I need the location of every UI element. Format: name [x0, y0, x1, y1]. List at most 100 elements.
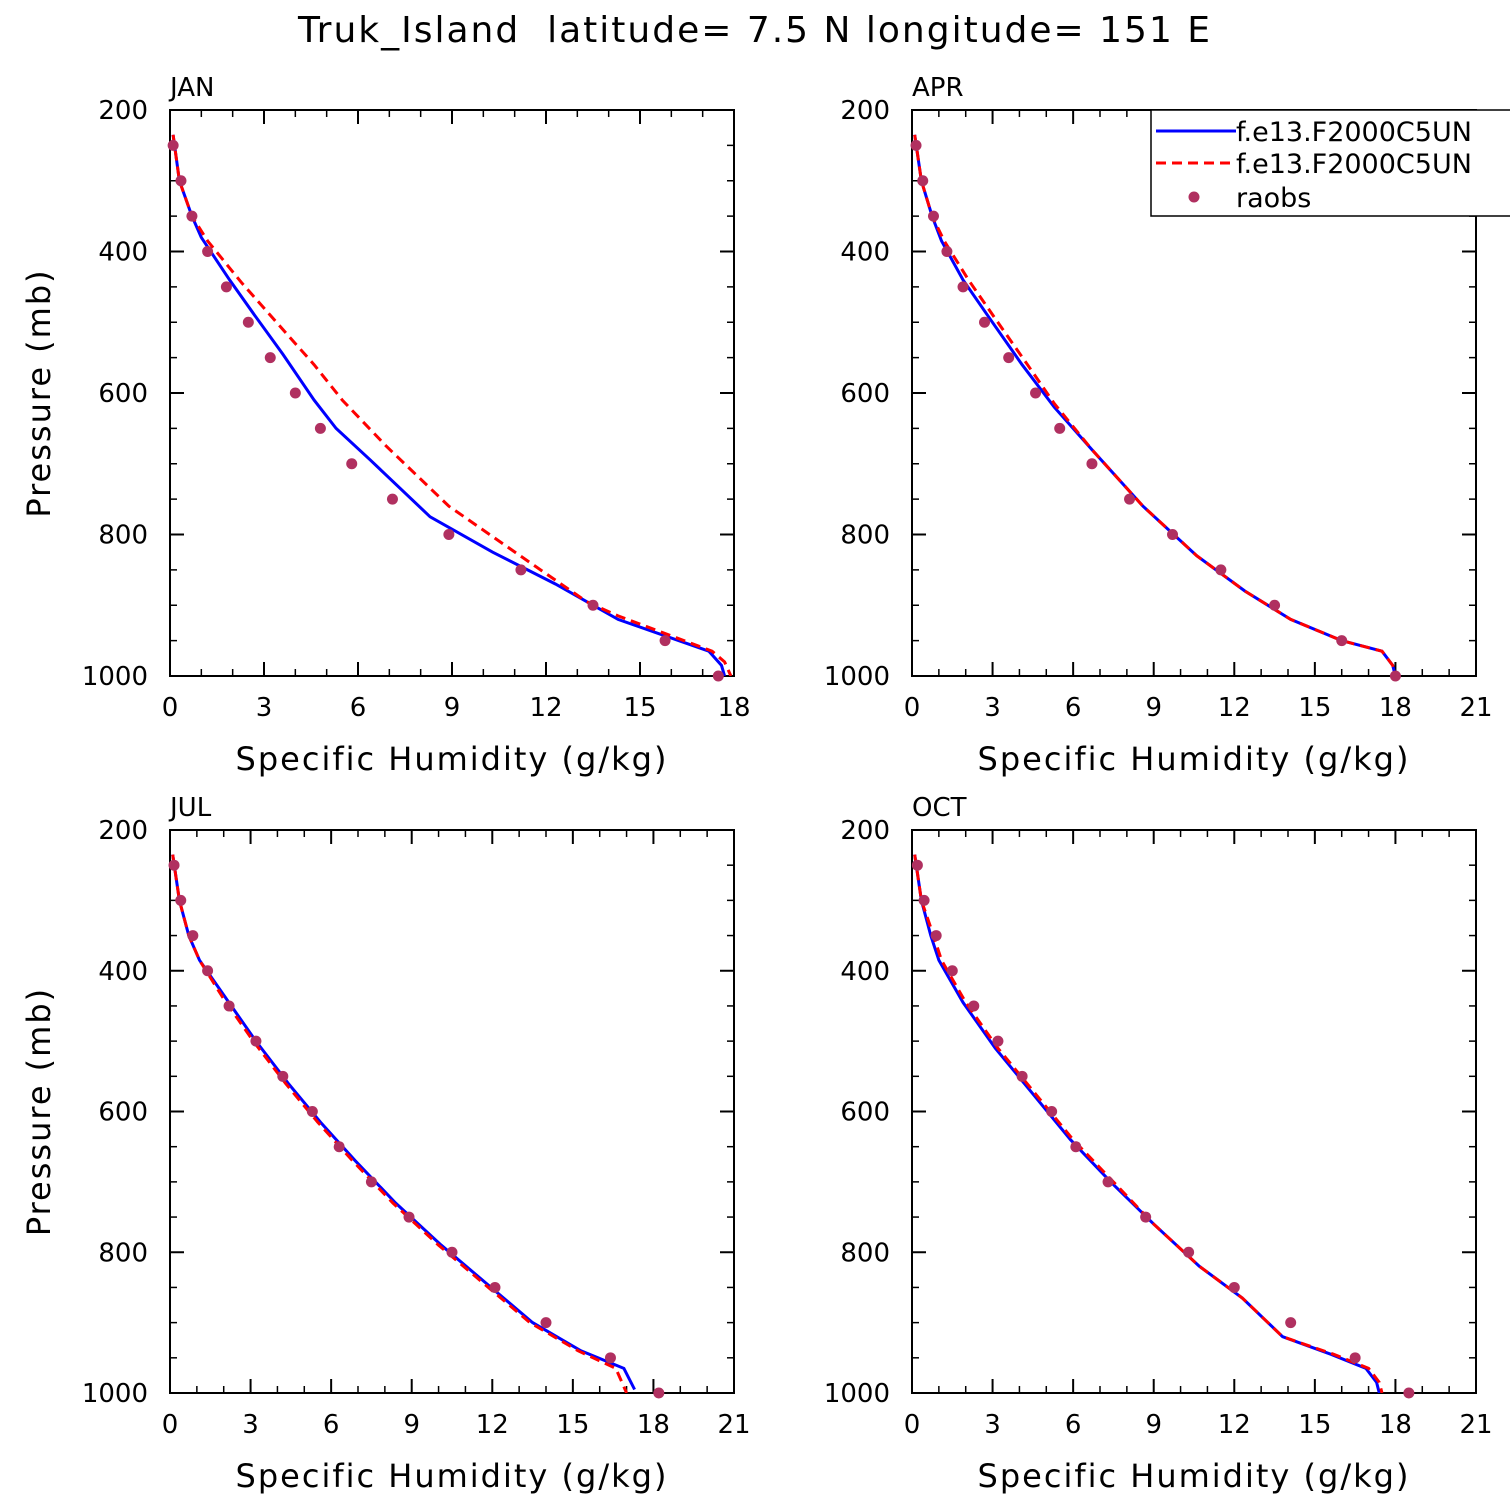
x-tick-label: 0: [162, 693, 179, 723]
raobs-point: [1336, 635, 1348, 647]
x-tick-label: 15: [1298, 693, 1331, 723]
y-axis-label: Pressure (mb): [20, 268, 58, 517]
raobs-point: [917, 175, 929, 187]
raobs-point: [1046, 1106, 1058, 1117]
y-tick-label: 400: [840, 957, 890, 987]
raobs-point: [202, 246, 214, 257]
y-tick-label: 1000: [824, 662, 890, 692]
y-tick-label: 200: [98, 96, 148, 126]
raobs-point: [333, 1141, 345, 1153]
raobs-point: [386, 493, 398, 505]
raobs-point: [187, 930, 199, 942]
raobs-point: [941, 246, 953, 257]
raobs-point: [1389, 670, 1401, 682]
x-tick-label: 12: [529, 693, 562, 723]
raobs-point: [443, 529, 455, 540]
panel-label: JUL: [168, 793, 212, 823]
raobs-point: [242, 316, 254, 328]
x-tick-label: 0: [904, 1410, 921, 1440]
y-tick-label: 600: [840, 379, 890, 409]
raobs-point: [1269, 599, 1281, 611]
raobs-point: [175, 894, 187, 906]
legend-label: f.e13.F2000C5UN: [1236, 149, 1472, 180]
x-tick-label: 3: [242, 1410, 259, 1440]
x-tick-label: 9: [1145, 1410, 1162, 1440]
raobs-point: [264, 352, 276, 364]
raobs-point: [1285, 1317, 1297, 1329]
raobs-point: [1215, 564, 1227, 576]
raobs-point: [1167, 529, 1179, 540]
panel-apr: 0 3 6 9 12 15 18 21 200 400 600 800 1000 APR Specific …: [824, 73, 1493, 778]
raobs-point: [489, 1281, 501, 1293]
raobs-point: [314, 422, 326, 434]
legend-marker: [1188, 191, 1200, 203]
raobs-point: [403, 1211, 415, 1223]
raobs-point: [927, 210, 939, 222]
y-tick-label: 200: [98, 816, 148, 846]
x-tick-label: 18: [717, 693, 750, 723]
raobs-point: [604, 1352, 616, 1364]
x-tick-label: 12: [476, 1410, 509, 1440]
raobs-point: [515, 564, 527, 576]
raobs-point: [346, 458, 358, 470]
raobs-point: [167, 139, 179, 151]
y-tick-label: 400: [98, 957, 148, 987]
panel-label: JAN: [168, 73, 214, 103]
y-tick-label: 600: [98, 1098, 148, 1128]
raobs-point: [1016, 1070, 1028, 1082]
raobs-point: [289, 387, 301, 399]
x-tick-label: 6: [1065, 1410, 1082, 1440]
raobs-point: [202, 965, 214, 977]
raobs-point: [446, 1246, 458, 1258]
legend-label: raobs: [1236, 183, 1311, 214]
raobs-point: [1183, 1246, 1195, 1258]
series-line-solid: [913, 854, 1381, 1393]
raobs-point: [277, 1070, 289, 1082]
raobs-point: [1349, 1352, 1361, 1364]
figure-title: Truk_Island latitude= 7.5 N longitude= 1…: [297, 10, 1213, 51]
series-line-solid: [913, 134, 1397, 676]
x-tick-label: 21: [717, 1410, 750, 1440]
raobs-point: [365, 1176, 377, 1188]
raobs-point: [957, 281, 969, 293]
x-tick-label: 18: [1379, 1410, 1412, 1440]
x-tick-label: 3: [984, 693, 1001, 723]
raobs-point: [1228, 1281, 1240, 1293]
raobs-point: [220, 281, 232, 293]
x-tick-label: 12: [1218, 693, 1251, 723]
y-tick-label: 600: [98, 379, 148, 409]
series-line-dashed: [913, 134, 1397, 676]
y-tick-label: 1000: [824, 1379, 890, 1409]
y-tick-label: 1000: [82, 1379, 148, 1409]
x-tick-label: 0: [162, 1410, 179, 1440]
legend-label: f.e13.F2000C5UN: [1236, 117, 1472, 148]
series-line-dashed: [171, 134, 733, 676]
raobs-point: [979, 316, 991, 328]
raobs-point: [540, 1317, 552, 1329]
x-tick-label: 12: [1218, 1410, 1251, 1440]
raobs-point: [911, 859, 923, 871]
y-tick-label: 600: [840, 1098, 890, 1128]
x-tick-label: 3: [256, 693, 273, 723]
raobs-point: [653, 1387, 665, 1399]
x-tick-label: 6: [1065, 693, 1082, 723]
x-tick-label: 21: [1459, 693, 1492, 723]
y-tick-label: 800: [98, 1238, 148, 1268]
raobs-point: [712, 670, 724, 682]
y-tick-label: 800: [840, 1238, 890, 1268]
raobs-point: [910, 139, 922, 151]
x-tick-label: 0: [904, 693, 921, 723]
raobs-point: [1054, 422, 1066, 434]
raobs-point: [1070, 1141, 1082, 1153]
raobs-point: [1003, 352, 1015, 364]
y-tick-label: 400: [98, 238, 148, 268]
raobs-point: [918, 894, 930, 906]
x-tick-label: 3: [984, 1410, 1001, 1440]
x-axis-label: Specific Humidity (g/kg): [978, 1457, 1411, 1495]
y-tick-label: 800: [840, 521, 890, 551]
raobs-point: [1102, 1176, 1114, 1188]
raobs-point: [223, 1000, 235, 1012]
x-tick-label: 15: [556, 1410, 589, 1440]
raobs-point: [175, 175, 187, 187]
